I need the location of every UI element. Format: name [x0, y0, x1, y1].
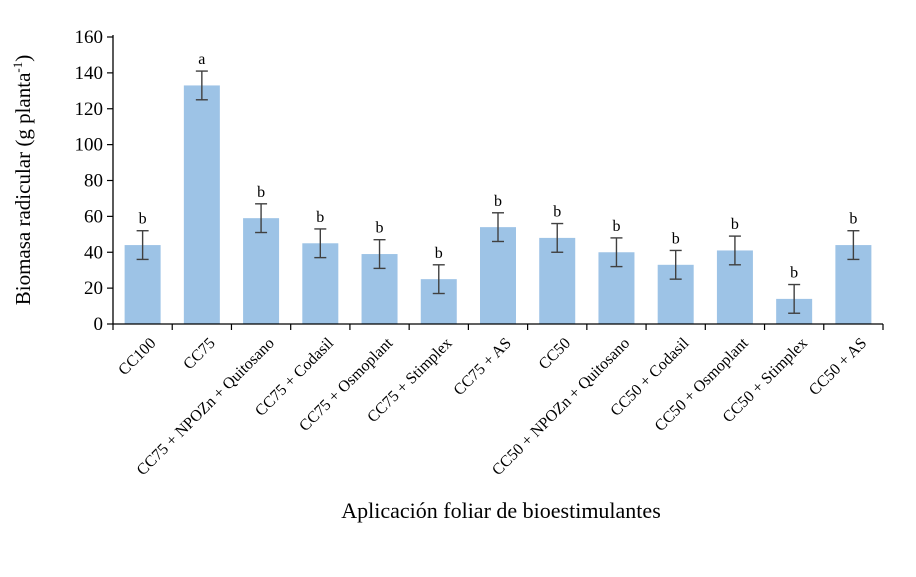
- bar: [480, 227, 516, 324]
- y-tick-label: 40: [84, 242, 103, 263]
- bars: [124, 85, 872, 325]
- bar: [183, 85, 220, 325]
- y-axis-ticks: 0 20 40 60 80 100 120 140 160: [75, 27, 113, 335]
- significance-letter: b: [257, 184, 265, 201]
- significance-letters: b a b b b b b b b b b b b: [139, 51, 858, 281]
- significance-letter: b: [612, 218, 620, 235]
- x-tick-label: CC50 + AS: [806, 335, 870, 399]
- x-tick-label: CC50: [536, 335, 574, 373]
- x-tick-label: CC75 + AS: [451, 335, 515, 399]
- y-tick-label: 140: [75, 63, 104, 84]
- significance-letter: b: [139, 211, 147, 228]
- y-axis-title-superscript: -1: [10, 62, 25, 73]
- y-tick-label: 20: [84, 278, 103, 299]
- significance-letter: b: [494, 193, 502, 210]
- significance-letter: b: [316, 209, 324, 226]
- significance-letter: b: [790, 265, 798, 282]
- y-axis-title-close: ): [11, 55, 35, 62]
- y-tick-label: 120: [75, 99, 104, 120]
- significance-letter: b: [731, 216, 739, 233]
- error-bars: [136, 70, 860, 314]
- y-tick-label: 100: [75, 135, 104, 156]
- y-axis-title-main: Biomasa radicular (g planta: [11, 72, 35, 305]
- significance-letter: a: [198, 51, 205, 68]
- y-tick-label: 0: [94, 314, 104, 335]
- significance-letter: b: [553, 204, 561, 221]
- y-tick-label: 80: [84, 171, 103, 192]
- x-tick-label: CC75: [180, 335, 218, 373]
- significance-letter: b: [376, 220, 384, 237]
- significance-letter: b: [435, 245, 443, 262]
- significance-letter: b: [849, 211, 857, 228]
- axes: [112, 35, 883, 325]
- bar: [243, 218, 280, 324]
- y-tick-label: 60: [84, 206, 103, 227]
- x-tick-label: CC100: [115, 335, 159, 379]
- significance-letter: b: [672, 230, 680, 247]
- x-axis-title: Aplicación foliar de bioestimulantes: [341, 498, 661, 523]
- y-axis-title: Biomasa radicular (g planta-1): [10, 55, 35, 306]
- y-tick-label: 160: [75, 27, 104, 48]
